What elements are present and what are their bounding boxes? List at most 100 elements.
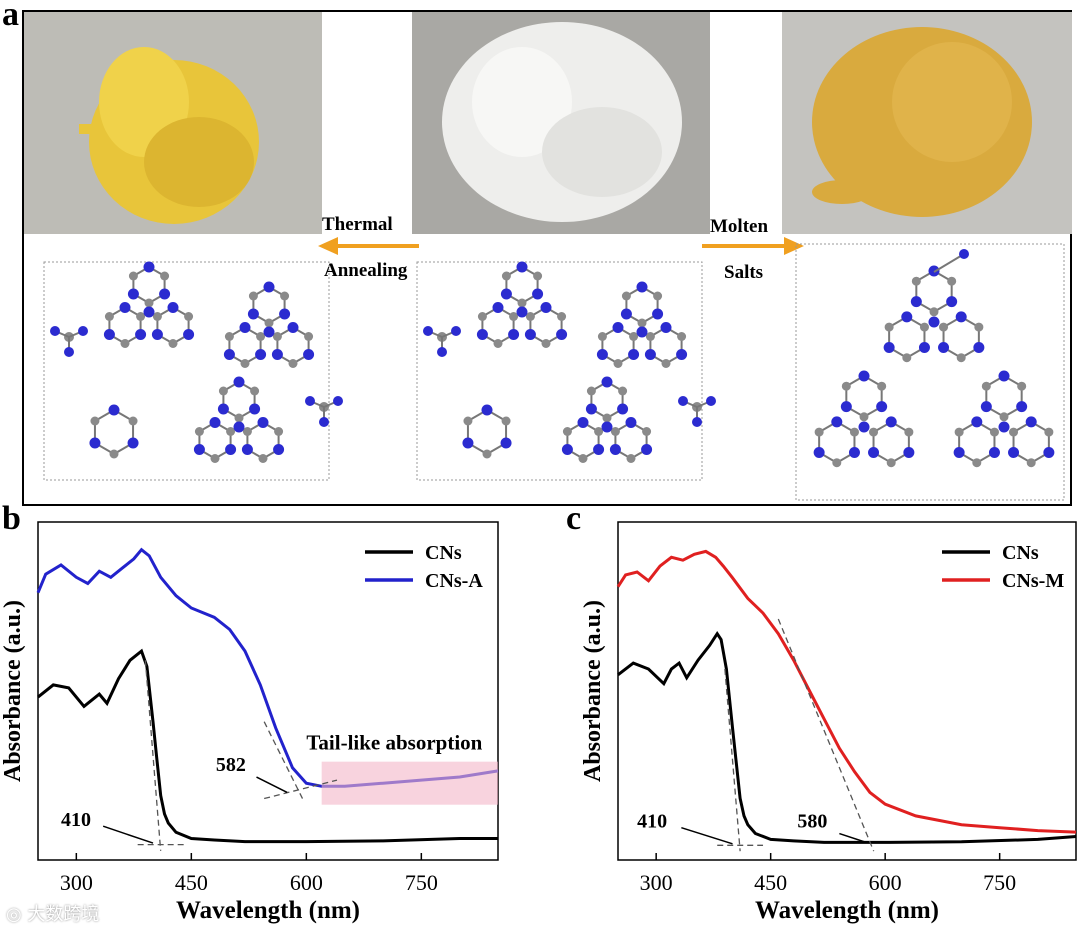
atom	[89, 437, 101, 449]
atom	[119, 302, 131, 313]
atom	[903, 447, 915, 458]
atom	[610, 427, 620, 436]
atom	[929, 307, 939, 317]
atom	[988, 447, 1000, 458]
atom	[956, 353, 966, 363]
atom	[556, 329, 568, 340]
atom	[620, 308, 632, 320]
atom	[184, 312, 194, 321]
atom	[120, 339, 130, 348]
annotation-582: 582	[216, 754, 246, 776]
atom	[500, 437, 512, 449]
atom	[959, 249, 969, 259]
atom	[152, 312, 162, 321]
watermark-logo: ◎ 大数跨境	[6, 904, 100, 925]
chart-c: 300 450 600 750 Wavelength (nm) Absorbance (a…	[580, 521, 1077, 924]
atom	[602, 413, 612, 423]
atom	[273, 444, 285, 455]
schematic-panel: Thermal Annealing Molten Salts	[22, 10, 1072, 506]
atom	[1025, 416, 1037, 428]
atom	[501, 416, 511, 426]
arrow-thermal-annealing	[318, 237, 419, 255]
atom	[562, 427, 572, 436]
atom	[532, 288, 544, 300]
annotation-arrow	[256, 776, 288, 794]
atom	[869, 427, 879, 437]
atom	[151, 329, 163, 340]
atom	[264, 318, 274, 328]
atom	[989, 427, 999, 437]
atom	[249, 403, 261, 415]
atom	[974, 322, 984, 332]
atom	[971, 416, 983, 428]
atom	[517, 298, 527, 308]
atom	[849, 427, 859, 437]
x-tick-label: 750	[405, 870, 438, 895]
atom	[271, 349, 283, 360]
x-tick-label: 300	[640, 870, 673, 895]
atom	[128, 416, 138, 426]
series-line-cns	[37, 648, 498, 844]
atom	[692, 417, 702, 427]
atom	[1008, 447, 1020, 458]
atom	[272, 332, 282, 341]
atom	[500, 288, 512, 300]
atom	[884, 322, 894, 332]
atom	[492, 302, 504, 313]
atom	[263, 281, 275, 293]
atom	[557, 312, 567, 321]
atom	[972, 458, 982, 468]
atom	[578, 454, 588, 463]
atom	[840, 401, 852, 413]
molecular-structure-intermediate	[416, 261, 716, 481]
atom	[476, 329, 488, 340]
atom	[279, 308, 291, 320]
annotation-tail: Tail-like absorption	[306, 730, 482, 754]
atom	[586, 386, 596, 396]
legend-label: CNs-M	[1002, 570, 1064, 592]
atom	[981, 381, 991, 391]
atom	[508, 329, 520, 340]
atom	[641, 444, 653, 455]
atom	[642, 427, 652, 436]
atom	[233, 421, 245, 433]
atom	[678, 396, 688, 406]
atom	[613, 359, 623, 368]
atom	[226, 427, 236, 436]
atom	[248, 291, 258, 301]
atom	[50, 326, 60, 336]
atom	[127, 288, 139, 300]
molten-label: Molten	[710, 216, 769, 237]
atom	[876, 401, 888, 413]
atom	[143, 306, 155, 318]
atom	[625, 417, 637, 428]
atom	[999, 412, 1009, 422]
atom	[636, 326, 648, 338]
atom	[451, 326, 461, 336]
atom	[104, 312, 114, 321]
arrow-molten-salts	[702, 237, 804, 255]
baseline-line	[264, 779, 338, 800]
photo-white-powder	[412, 12, 710, 234]
annotation-410: 410	[61, 809, 91, 831]
atom	[998, 370, 1010, 382]
atom	[902, 353, 912, 363]
atom	[832, 458, 842, 468]
atom	[463, 416, 473, 426]
atom	[247, 308, 259, 320]
atom	[168, 339, 178, 348]
atom	[103, 329, 115, 340]
atom	[1026, 458, 1036, 468]
atom	[108, 404, 120, 416]
annotation-arrow	[102, 825, 154, 844]
y-axis-label: Absorbance (a.u.)	[580, 600, 606, 782]
atom	[493, 339, 503, 348]
atom	[143, 261, 155, 273]
atom	[618, 386, 628, 396]
tangent-line	[724, 668, 741, 852]
atom	[910, 296, 922, 308]
atom	[617, 403, 629, 415]
atom	[263, 326, 275, 338]
atom	[194, 427, 204, 436]
atom	[541, 339, 551, 348]
